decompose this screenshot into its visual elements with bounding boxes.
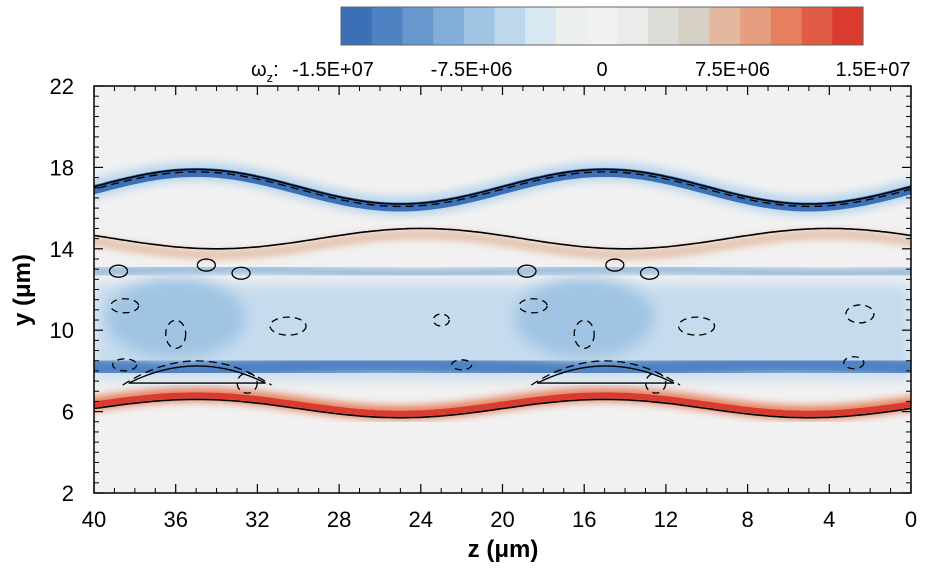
x-tick-label: 24 xyxy=(409,507,433,532)
vortex-roll xyxy=(605,258,625,272)
upper-interface-line xyxy=(94,168,911,205)
y-tick-label: 2 xyxy=(62,481,74,506)
vortex-roll xyxy=(108,264,129,278)
colorbar-swatch xyxy=(617,7,649,45)
colorbar-swatch xyxy=(433,7,465,45)
vortex-roll xyxy=(231,266,251,280)
eddy-dashed xyxy=(111,358,138,372)
colorbar-title: ωz: xyxy=(251,59,279,85)
blue-blob xyxy=(105,277,246,358)
x-axis-title: z (μm) xyxy=(468,536,539,563)
colorbar-swatch xyxy=(494,7,526,45)
x-tick-label: 4 xyxy=(823,507,835,532)
x-tick-label: 28 xyxy=(327,507,351,532)
colorbar-swatches xyxy=(341,7,864,45)
blue-streak-upper xyxy=(94,265,911,278)
y-axis-title: y (μm) xyxy=(9,254,36,326)
lower-interface-vorticity xyxy=(94,392,911,417)
colorbar-swatch xyxy=(709,7,741,45)
eddy-dashed xyxy=(450,359,473,371)
colorbar-tick-label: 1.5E+07 xyxy=(835,59,910,81)
y-tick-label: 10 xyxy=(50,318,74,343)
lens-solid xyxy=(128,365,266,384)
x-tick-label: 8 xyxy=(741,507,753,532)
colorbar-swatch xyxy=(525,7,557,45)
eddy-dashed xyxy=(677,316,716,336)
eddy-dashed xyxy=(645,372,667,394)
colorbar-swatch xyxy=(801,7,833,45)
colorbar-tick-label: -7.5E+06 xyxy=(431,59,513,81)
colorbar-swatch xyxy=(770,7,803,45)
colorbar-swatch xyxy=(678,7,711,45)
eddy-dashed xyxy=(432,313,450,327)
eddy-dashed xyxy=(845,304,875,324)
eddy-dashed xyxy=(165,319,187,349)
x-tick-label: 20 xyxy=(490,507,514,532)
blue-core-lower xyxy=(94,353,911,380)
x-tick-label: 0 xyxy=(905,507,917,532)
interface-contours xyxy=(94,168,911,419)
lower-interface-line xyxy=(94,398,911,419)
colorbar-swatch xyxy=(555,7,588,45)
y-tick-label: 22 xyxy=(50,74,74,99)
x-tick-label: 40 xyxy=(82,507,106,532)
colorbar-tick-label: -1.5E+07 xyxy=(292,59,374,81)
x-tick-label: 12 xyxy=(654,507,678,532)
colorbar-swatch xyxy=(740,7,772,45)
colorbar-tick-labels: -1.5E+07 -7.5E+06 0 7.5E+06 1.5E+07 xyxy=(292,59,910,81)
eddy-dashed xyxy=(573,319,595,349)
x-tick-label: 36 xyxy=(163,507,187,532)
upper-interface-dashed xyxy=(94,171,911,208)
lens-dashed xyxy=(122,360,272,386)
colorbar-swatch xyxy=(371,7,404,45)
colorbar: ωz: -1.5E+07 -7.5E+06 0 7.5E+06 1.5E+07 xyxy=(251,6,911,85)
y-tick-label: 18 xyxy=(50,155,74,180)
eddy-dashed xyxy=(518,298,548,314)
colorbar-swatch xyxy=(832,7,864,45)
eddy-dashed xyxy=(109,298,140,314)
x-tick-label: 32 xyxy=(245,507,269,532)
vortex-roll xyxy=(639,266,660,280)
y-tick-label: 6 xyxy=(62,400,74,425)
middle-interface-vorticity xyxy=(94,230,911,259)
colorbar-frame xyxy=(340,6,864,46)
blue-blob xyxy=(514,277,655,358)
colorbar-swatch xyxy=(341,7,373,45)
eddy-dashed xyxy=(843,356,865,370)
lens-solid xyxy=(536,365,675,384)
colorbar-tick-label: 7.5E+06 xyxy=(695,59,770,81)
vortex-roll xyxy=(517,264,537,278)
y-tick-label: 14 xyxy=(50,237,74,262)
eddy-dashed xyxy=(269,316,307,336)
colorbar-swatch xyxy=(586,7,618,45)
middle-interface-line xyxy=(94,227,911,250)
x-tick-label: 16 xyxy=(572,507,596,532)
vortex-roll xyxy=(196,258,216,272)
lens-dashed xyxy=(530,360,681,386)
colorbar-swatch xyxy=(402,7,434,45)
eddy-dashed xyxy=(236,372,258,394)
colorbar-tick-label: 0 xyxy=(596,59,607,81)
colorbar-swatch xyxy=(463,7,496,45)
colorbar-swatch xyxy=(648,7,680,45)
